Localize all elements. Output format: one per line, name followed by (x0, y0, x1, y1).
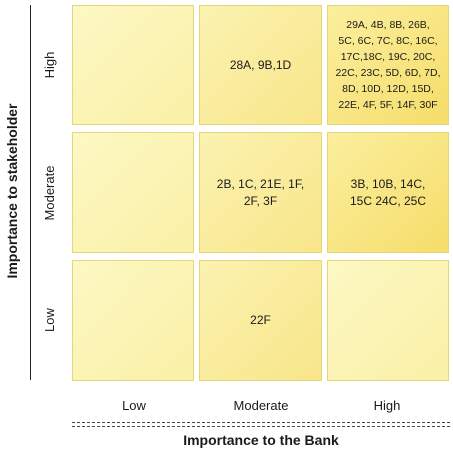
cell-moderate-low (72, 132, 194, 253)
cell-high-moderate: 28A, 9B,1D (199, 5, 322, 125)
cell-moderate-moderate: 2B, 1C, 21E, 1F, 2F, 3F (199, 132, 322, 253)
cell-moderate-high-line: 3B, 10B, 14C, (350, 176, 426, 191)
row-label-moderate: Moderate (42, 165, 57, 221)
cell-high-high-line: 17C,18C, 19C, 20C, (340, 51, 436, 63)
x-axis-title: Importance to the Bank (183, 432, 339, 448)
cell-moderate-moderate-line: 2B, 1C, 21E, 1F, (216, 176, 305, 191)
cell-low-moderate-text: 22F (250, 313, 271, 327)
cell-moderate-high-line: 15C 24C, 25C (349, 193, 427, 208)
cell-high-high-line: 29A, 4B, 8B, 26B, (346, 19, 430, 31)
cell-low-moderate: 22F (199, 260, 322, 381)
y-axis-line (30, 5, 31, 380)
col-label-low: Low (122, 398, 146, 413)
cell-moderate-moderate-line: 2F, 3F (243, 193, 278, 208)
col-label-moderate: Moderate (233, 398, 289, 413)
cell-low-high (327, 260, 449, 381)
row-label-high: High (42, 51, 57, 79)
y-axis-title: Importance to stakeholder (4, 103, 20, 279)
cell-low-low (72, 260, 194, 381)
col-label-high: High (373, 398, 401, 413)
cell-moderate-high: 3B, 10B, 14C, 15C 24C, 25C (327, 132, 449, 253)
cell-high-high-line: 5C, 6C, 7C, 8C, 16C, (338, 35, 438, 47)
cell-high-high: 29A, 4B, 8B, 26B, 5C, 6C, 7C, 8C, 16C, 1… (327, 5, 449, 125)
x-axis-divider-top (72, 422, 450, 423)
cell-high-high-line: 22E, 4F, 5F, 14F, 30F (338, 99, 438, 111)
cell-high-moderate-text: 28A, 9B,1D (229, 57, 292, 72)
cell-high-high-line: 8D, 10D, 12D, 15D, (342, 83, 434, 95)
row-label-low: Low (42, 308, 57, 332)
x-axis-divider-bottom (72, 426, 450, 427)
cell-high-high-line: 22C, 23C, 5D, 6D, 7D, (335, 67, 441, 79)
cell-high-low (72, 5, 194, 125)
